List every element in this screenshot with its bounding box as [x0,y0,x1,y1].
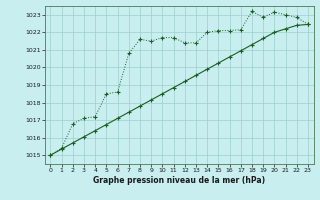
X-axis label: Graphe pression niveau de la mer (hPa): Graphe pression niveau de la mer (hPa) [93,176,265,185]
